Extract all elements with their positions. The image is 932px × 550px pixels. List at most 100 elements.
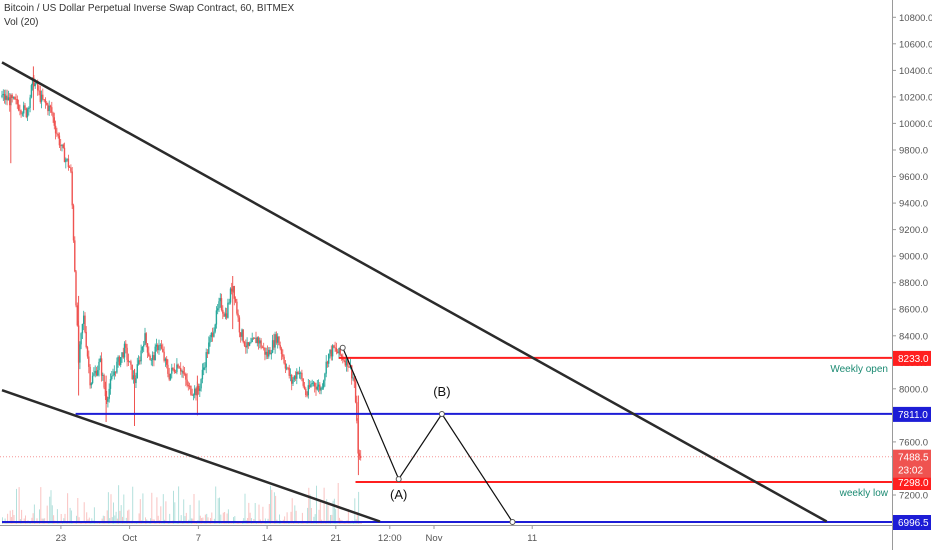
- candle-body: [126, 347, 128, 360]
- volume-bar: [21, 509, 23, 524]
- candle-body: [215, 310, 218, 325]
- candle-body: [6, 95, 8, 101]
- volume-bar: [275, 495, 277, 524]
- volume-bar: [295, 510, 297, 524]
- y-tick-label: 7600.0: [899, 437, 928, 448]
- candle-body: [271, 340, 274, 353]
- candle-body: [120, 357, 122, 365]
- candle-body: [250, 342, 252, 343]
- volume-indicator-label[interactable]: Vol (20): [4, 17, 39, 28]
- candle-body: [103, 375, 105, 388]
- candle-body: [328, 353, 330, 364]
- candle-body: [60, 145, 62, 147]
- candle-body: [343, 360, 345, 361]
- y-tick-label: 8400.0: [899, 331, 928, 342]
- volume-bar: [222, 512, 224, 524]
- level-note: Weekly open: [830, 364, 888, 375]
- wave-projection[interactable]: (A) (B): [339, 344, 516, 525]
- level-price-tag[interactable]: 8233.0: [898, 354, 929, 365]
- level-price-tag[interactable]: 7298.0: [898, 478, 929, 489]
- candle-body: [208, 342, 210, 354]
- projection-path[interactable]: [342, 347, 514, 523]
- volume-bar: [118, 485, 120, 524]
- candle-body: [38, 90, 40, 92]
- symbol-title[interactable]: Bitcoin / US Dollar Perpetual Inverse Sw…: [4, 3, 295, 14]
- horizontal-levels[interactable]: Weekly open weekly low: [2, 356, 892, 523]
- current-price-tag[interactable]: 7488.5: [898, 453, 929, 464]
- trendline[interactable]: [1, 61, 828, 523]
- candle-body: [155, 344, 158, 347]
- candle-body: [254, 337, 256, 339]
- projection-point[interactable]: [509, 519, 516, 525]
- current-price-tag[interactable]: 23:02: [898, 466, 923, 477]
- volume-bar: [262, 506, 264, 524]
- y-tick-label: 9200.0: [899, 225, 928, 236]
- volume-bar: [32, 513, 34, 524]
- volume-bar: [16, 488, 17, 524]
- x-tick-label: 21: [331, 533, 342, 544]
- candle-body: [205, 352, 207, 368]
- candle-body: [231, 288, 233, 292]
- candle-body: [257, 337, 260, 344]
- x-tick-label: 23: [56, 533, 67, 544]
- candle-body: [277, 336, 279, 343]
- volume-bar: [354, 498, 356, 524]
- price-axis[interactable]: 7200.07400.07600.07800.08000.08200.08400…: [892, 0, 932, 550]
- candle-body: [111, 376, 113, 379]
- level-price-tag[interactable]: 7811.0: [898, 410, 928, 421]
- level-price-tag-bg: [893, 515, 931, 530]
- candle-body: [220, 298, 223, 310]
- candle-body: [283, 356, 285, 364]
- candle-body: [269, 349, 271, 355]
- candle-body: [52, 112, 54, 118]
- candle-body: [206, 352, 209, 354]
- candle-body: [305, 388, 307, 395]
- level-price-tag[interactable]: 6996.5: [898, 518, 929, 529]
- candle-body: [26, 109, 29, 117]
- volume-bar: [64, 513, 66, 524]
- candle-body: [15, 99, 17, 100]
- x-tick-label: Oct: [122, 533, 137, 544]
- time-axis[interactable]: 23 Oct 7 14 21 12:00 Nov 11: [0, 525, 892, 550]
- volume-bar: [206, 513, 208, 524]
- candle-body: [314, 382, 316, 387]
- candle-body: [353, 377, 355, 382]
- candle-body: [63, 147, 66, 163]
- volume-bar: [9, 510, 11, 524]
- candle-body: [57, 134, 59, 136]
- candle-body: [209, 337, 211, 343]
- volume-bar: [219, 497, 220, 524]
- candle-body: [70, 167, 72, 172]
- candle-body: [135, 378, 137, 384]
- projection-point[interactable]: [395, 476, 402, 483]
- candle-body: [127, 359, 130, 363]
- candle-body: [67, 158, 70, 168]
- candle-body: [261, 347, 264, 349]
- candle-body: [97, 370, 99, 376]
- candle-body: [245, 345, 247, 348]
- level-note: weekly low: [839, 488, 889, 499]
- trendlines[interactable]: [1, 61, 828, 523]
- candle-body: [284, 363, 287, 369]
- candle-body: [188, 385, 191, 387]
- candle-body: [310, 384, 312, 388]
- candle-body: [144, 333, 146, 345]
- volume-bar: [160, 506, 162, 524]
- volume-bar: [33, 504, 35, 524]
- candle-body: [37, 82, 39, 91]
- trendline[interactable]: [1, 389, 381, 523]
- volume-bar: [332, 500, 334, 524]
- candle-body: [44, 99, 47, 104]
- volume-bar: [67, 493, 69, 524]
- candle-body: [16, 99, 18, 105]
- projection-point[interactable]: [438, 411, 445, 417]
- chart-legend: Bitcoin / US Dollar Perpetual Inverse Sw…: [4, 2, 294, 30]
- candle-body: [140, 350, 142, 362]
- candle-body: [141, 346, 144, 351]
- candle-body: [113, 371, 115, 376]
- volume-bar: [220, 514, 222, 524]
- candle-body: [9, 97, 11, 106]
- y-tick-label: 9000.0: [899, 252, 928, 263]
- projection-point[interactable]: [339, 344, 346, 351]
